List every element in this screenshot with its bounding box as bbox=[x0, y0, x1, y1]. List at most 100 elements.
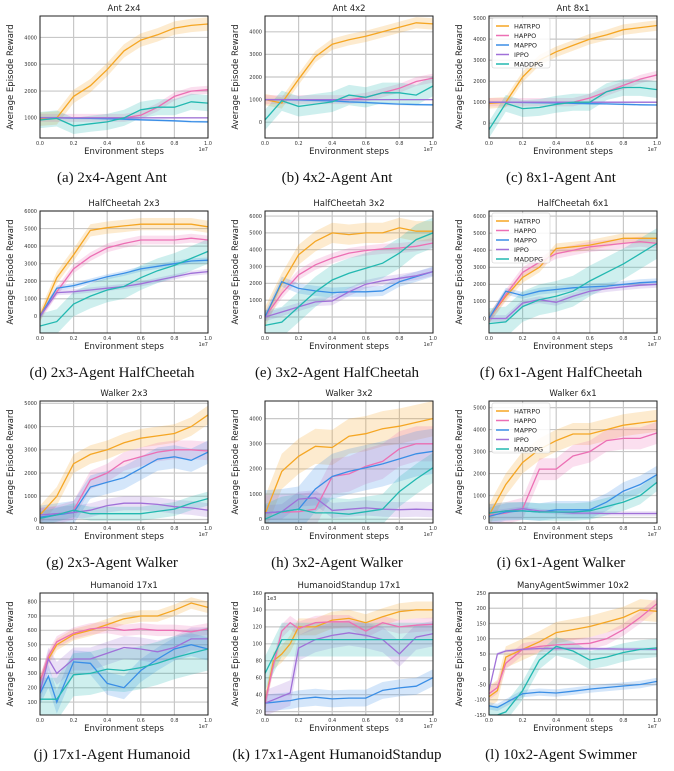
confidence-band-happo bbox=[265, 615, 433, 710]
series-line-ippo bbox=[40, 638, 208, 693]
chart-panel: Ant 2x4 0.0 0.2 0.4 0.6 0.8 1.0 1000 2000 3000 400… bbox=[0, 0, 224, 193]
confidence-band-maddpg bbox=[489, 228, 657, 333]
subfigure-caption: (k) 17x1-Agent HumanoidStandup bbox=[232, 747, 442, 763]
y-tick-label: 4000 bbox=[473, 37, 486, 43]
series-line-mappo bbox=[489, 281, 657, 319]
x-axis-label: Environment steps bbox=[84, 342, 164, 352]
x-axis-label: Environment steps bbox=[309, 532, 389, 542]
y-axis-label: Average Episode Reward bbox=[455, 601, 465, 706]
chart-panel: Walker 6x1 0.0 0.2 0.4 0.6 0.8 1.0 0 1000 2000 300… bbox=[449, 385, 673, 578]
y-tick-label: 500 bbox=[27, 642, 37, 648]
subfigure-caption: (l) 10x2-Agent Swimmer bbox=[485, 747, 637, 763]
y-axis-label: Average Episode Reward bbox=[231, 24, 241, 129]
series-line-maddpg bbox=[265, 467, 433, 520]
series-line-maddpg bbox=[265, 638, 433, 674]
subfigure-caption: (h) 3x2-Agent Walker bbox=[271, 555, 403, 571]
chart-svg: HumanoidStandup 17x1 0.0 0.2 0.4 0.6 0.8 1.0 20… bbox=[231, 581, 437, 734]
x-tick-label: 1.0 bbox=[204, 526, 212, 532]
y-tick-label: 3000 bbox=[24, 62, 37, 68]
x-axis-label: Environment steps bbox=[533, 147, 613, 157]
series-line-ippo bbox=[265, 632, 433, 704]
confidence-band-happo bbox=[40, 621, 208, 688]
y-tick-label: 1000 bbox=[24, 116, 37, 122]
chart-panel: Walker 3x2 0.0 0.2 0.4 0.6 0.8 1.0 0 1000 2000 300… bbox=[225, 385, 449, 578]
y-tick-label: 160 bbox=[252, 591, 262, 597]
y-tick-label: 2000 bbox=[24, 279, 37, 285]
y-tick-label: 3000 bbox=[473, 265, 486, 271]
y-tick-label: 0 bbox=[259, 517, 262, 523]
confidence-band-hatrpo bbox=[265, 401, 433, 523]
chart-svg: Walker 2x3 0.0 0.2 0.4 0.6 0.8 1.0 0 1000 2000 300… bbox=[6, 389, 212, 542]
legend-label: HAPPO bbox=[514, 227, 536, 235]
x-tick-label: 0.8 bbox=[619, 336, 627, 342]
x-tick-label: 0.4 bbox=[103, 141, 111, 147]
chart-panel: Ant 8x1 0.0 0.2 0.4 0.6 0.8 1.0 0 1000 2000 3000 40… bbox=[449, 0, 673, 193]
legend-label: HAPPO bbox=[514, 32, 536, 40]
chart-title: Walker 6x1 bbox=[549, 389, 596, 399]
x-tick-label: 0.8 bbox=[395, 141, 403, 147]
x-tick-label: 1.0 bbox=[204, 336, 212, 342]
x-scale-label: 1e7 bbox=[648, 147, 657, 153]
legend-label: IPPO bbox=[514, 51, 529, 59]
x-tick-label: 1.0 bbox=[429, 526, 437, 532]
series-line-maddpg bbox=[40, 648, 208, 700]
x-scale-label: 1e7 bbox=[424, 532, 433, 538]
x-tick-label: 0.8 bbox=[395, 526, 403, 532]
y-tick-label: 3000 bbox=[249, 264, 262, 270]
x-tick-label: 0.8 bbox=[395, 718, 403, 724]
chart-title: Humanoid 17x1 bbox=[90, 581, 158, 591]
x-tick-label: 0.0 bbox=[261, 336, 269, 342]
x-tick-label: 0.4 bbox=[328, 526, 336, 532]
x-axis-label: Environment steps bbox=[84, 532, 164, 542]
confidence-band-ippo bbox=[40, 496, 208, 522]
x-tick-label: 0.4 bbox=[103, 718, 111, 724]
series-line-hatrpo bbox=[265, 22, 433, 104]
x-tick-label: 0.4 bbox=[552, 526, 560, 532]
chart-svg: Humanoid 17x1 0.0 0.2 0.4 0.6 0.8 1.0 100 200 300… bbox=[6, 581, 212, 734]
legend-label: MADDPG bbox=[514, 445, 543, 453]
legend-label: MAPPO bbox=[514, 426, 537, 434]
chart-panel: HalfCheetah 3x2 0.0 0.2 0.4 0.6 0.8 1.0 0 1000 20… bbox=[225, 195, 449, 388]
x-axis-label: Environment steps bbox=[533, 532, 613, 542]
y-tick-label: 1000 bbox=[249, 97, 262, 103]
y-tick-label: 200 bbox=[476, 606, 486, 612]
x-tick-label: 0.0 bbox=[36, 526, 44, 532]
confidence-band-hatrpo bbox=[489, 20, 657, 109]
x-scale-label: 1e7 bbox=[199, 147, 208, 153]
legend-label: HATRPO bbox=[514, 22, 540, 30]
chart-panel: Ant 4x2 0.0 0.2 0.4 0.6 0.8 1.0 0 1000 2000 3000 40… bbox=[225, 0, 449, 193]
y-axis-label: Average Episode Reward bbox=[6, 409, 16, 514]
x-tick-label: 0.6 bbox=[137, 526, 145, 532]
chart-title: Ant 2x4 bbox=[107, 4, 140, 14]
x-tick-label: 0.2 bbox=[70, 141, 78, 147]
subfigure-caption: (a) 2x4-Agent Ant bbox=[57, 170, 167, 186]
chart-svg: HalfCheetah 2x3 0.0 0.2 0.4 0.6 0.8 1.0 0 1000 20… bbox=[6, 199, 212, 352]
y-tick-label: 4000 bbox=[473, 427, 486, 433]
y-tick-label: 3000 bbox=[24, 448, 37, 454]
y-tick-label: 0 bbox=[34, 314, 37, 320]
confidence-band-maddpg bbox=[489, 79, 657, 138]
x-tick-label: 0.8 bbox=[170, 718, 178, 724]
y-tick-label: 700 bbox=[27, 614, 37, 620]
subfigure-caption: (j) 17x1-Agent Humanoid bbox=[33, 747, 191, 763]
confidence-band-hatrpo bbox=[265, 217, 433, 328]
series-line-happo bbox=[489, 241, 657, 319]
x-tick-label: 0.2 bbox=[295, 336, 303, 342]
series-line-ippo bbox=[489, 283, 657, 320]
y-tick-label: 60 bbox=[256, 676, 262, 682]
y-tick-label: -150 bbox=[475, 713, 486, 719]
y-tick-label: 800 bbox=[27, 599, 37, 605]
chart-title: Walker 3x2 bbox=[325, 389, 372, 399]
x-tick-label: 1.0 bbox=[653, 141, 661, 147]
y-tick-label: 1000 bbox=[24, 494, 37, 500]
x-axis-label: Environment steps bbox=[309, 342, 389, 352]
y-tick-label: 120 bbox=[252, 625, 262, 631]
x-scale-label: 1e7 bbox=[199, 724, 208, 730]
series-line-happo bbox=[265, 443, 433, 514]
x-tick-label: 0.6 bbox=[137, 336, 145, 342]
plot-area bbox=[40, 593, 208, 715]
series-line-happo bbox=[265, 242, 433, 318]
y-tick-label: 3000 bbox=[473, 58, 486, 64]
confidence-band-happo bbox=[489, 236, 657, 324]
